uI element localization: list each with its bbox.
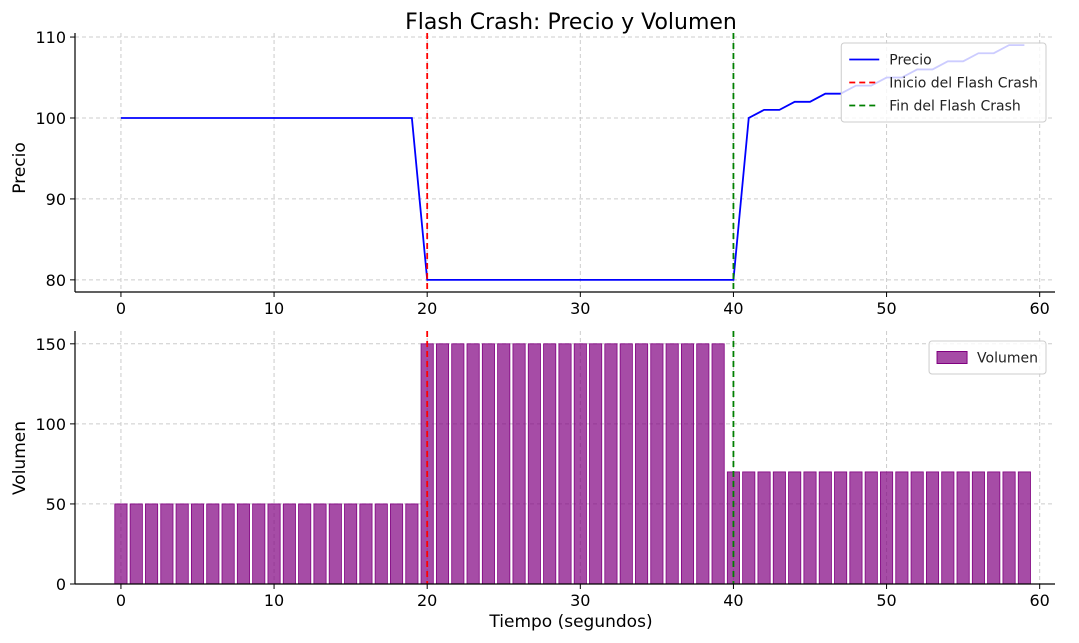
- volume-bar: [497, 343, 511, 585]
- price-y-tick-label: 80: [46, 271, 66, 290]
- x-axis-label: Tiempo (segundos): [488, 612, 652, 632]
- volume-bar: [527, 343, 541, 585]
- volume-bar: [711, 343, 725, 585]
- volume-bar: [466, 343, 480, 585]
- volume-bar: [941, 471, 955, 585]
- volume-bar: [236, 503, 250, 585]
- volume-bar: [956, 471, 970, 585]
- price-legend-label: Precio: [889, 53, 931, 69]
- volume-bar: [190, 503, 205, 585]
- volume-legend-label: Volumen: [977, 351, 1038, 367]
- volume-bar: [435, 343, 450, 585]
- volume-bar: [328, 503, 342, 585]
- volume-legend: Volumen: [928, 340, 1047, 375]
- volume-bar: [543, 343, 557, 585]
- volume-bar: [757, 471, 771, 585]
- volume-y-tick-label: 50: [46, 495, 66, 514]
- volume-bar: [114, 503, 128, 585]
- volume-bar: [145, 503, 159, 585]
- volume-bar: [267, 503, 281, 585]
- volume-bar: [298, 503, 312, 585]
- volume-bar: [282, 503, 296, 585]
- volume-bar: [788, 471, 802, 585]
- volume-bar: [834, 471, 848, 585]
- volume-bar: [818, 471, 832, 585]
- volume-bar: [680, 343, 695, 585]
- volume-bar: [175, 503, 189, 585]
- volume-bar: [160, 503, 174, 585]
- price-x-tick-label: 30: [570, 299, 590, 318]
- volume-bar: [971, 471, 985, 585]
- volume-bar: [481, 343, 495, 585]
- price-x-tick-label: 60: [1030, 299, 1050, 318]
- volume-x-tick-label: 60: [1030, 591, 1050, 610]
- volume-bar: [925, 471, 940, 585]
- price-legend-box: [840, 42, 1047, 123]
- volume-bar: [619, 343, 633, 585]
- volume-bar: [635, 343, 649, 585]
- volume-bar: [895, 471, 909, 585]
- volume-bar: [558, 343, 572, 585]
- price-x-tick-label: 10: [264, 299, 284, 318]
- volume-bar: [252, 503, 266, 585]
- volume-bar: [987, 471, 1001, 585]
- volume-bar: [359, 503, 373, 585]
- volume-x-tick-label: 40: [723, 591, 743, 610]
- volume-bar: [129, 503, 143, 585]
- volume-bar: [573, 343, 587, 585]
- price-x-tick-label: 0: [116, 299, 126, 318]
- volume-bar: [696, 343, 710, 585]
- price-y-tick-label: 90: [46, 190, 66, 209]
- price-panel: 0 10 20 30 40 50 60 80 90 100 110 Precio Inicio del …: [35, 28, 1055, 318]
- volume-bar: [742, 471, 756, 585]
- price-x-tick-label: 40: [723, 299, 743, 318]
- price-legend-label: Fin del Flash Crash: [889, 99, 1021, 115]
- volume-bar: [512, 343, 526, 585]
- chart-title: Flash Crash: Precio y Volumen: [405, 10, 737, 35]
- volume-bar: [772, 471, 786, 585]
- volume-x-tick-label: 50: [876, 591, 896, 610]
- volume-bar: [313, 503, 327, 585]
- volume-y-tick-label: 0: [56, 575, 66, 594]
- price-legend: Precio Inicio del Flash Crash Fin del Flas…: [840, 42, 1047, 123]
- volume-x-tick-label: 20: [417, 591, 437, 610]
- volume-bar: [864, 471, 878, 585]
- volume-bar: [374, 503, 388, 585]
- price-x-tick-label: 50: [876, 299, 896, 318]
- volume-bar: [880, 471, 894, 585]
- volume-bar: [390, 503, 404, 585]
- volume-bar: [803, 471, 817, 585]
- volume-panel: 0 10 20 30 40 50 60 0 50 100 150 Volumen: [35, 331, 1055, 610]
- volume-x-tick-label: 10: [264, 591, 284, 610]
- volume-bar: [405, 503, 419, 585]
- volume-bar: [221, 503, 235, 585]
- volume-legend-box: [928, 340, 1047, 375]
- volume-y-tick-label: 150: [35, 335, 66, 354]
- volume-bar: [589, 343, 603, 585]
- volume-x-tick-label: 30: [570, 591, 590, 610]
- volume-legend-swatch: [936, 351, 968, 364]
- volume-bar: [1017, 471, 1031, 585]
- volume-bar: [604, 343, 618, 585]
- price-x-tick-label: 20: [417, 299, 437, 318]
- price-y-tick-label: 100: [35, 109, 66, 128]
- price-y-axis-label: Precio: [10, 142, 30, 194]
- price-y-tick-label: 110: [35, 28, 66, 47]
- volume-bar: [650, 343, 664, 585]
- volume-x-tick-label: 0: [116, 591, 126, 610]
- volume-bar: [206, 503, 220, 585]
- volume-bar: [1002, 471, 1016, 585]
- price-legend-label: Inicio del Flash Crash: [889, 76, 1038, 92]
- volume-y-tick-label: 100: [35, 415, 66, 434]
- volume-bar: [849, 471, 863, 585]
- volume-bar: [344, 503, 358, 585]
- volume-bar: [910, 471, 924, 585]
- volume-y-axis-label: Volumen: [10, 421, 30, 495]
- volume-bar: [451, 343, 465, 585]
- volume-bar: [665, 343, 679, 585]
- volume-bar: [726, 471, 740, 585]
